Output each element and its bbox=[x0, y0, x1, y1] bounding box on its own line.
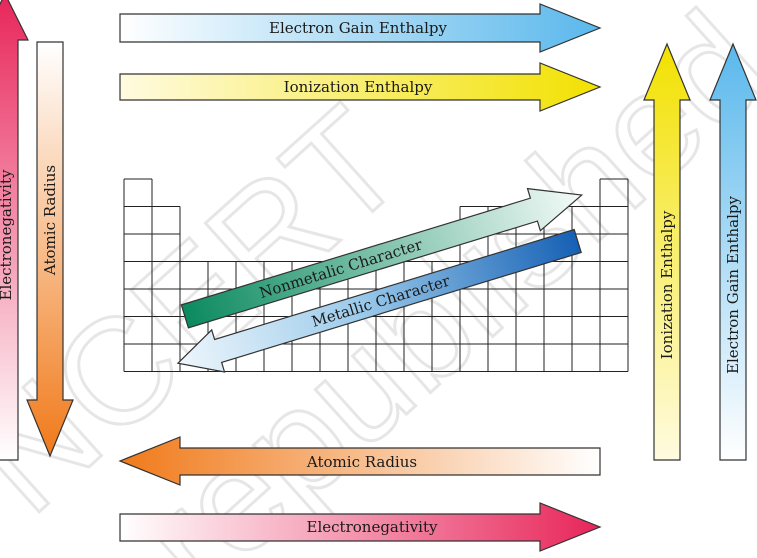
arrow-atomic-radius-bottom: Atomic Radius bbox=[118, 436, 601, 486]
label-electronegativity-bottom: Electronegativity bbox=[307, 518, 438, 536]
arrow-ionization-enthalpy-top: Ionization Enthalpy bbox=[119, 62, 602, 112]
label-ionization-enthalpy-top: Ionization Enthalpy bbox=[284, 78, 433, 96]
label-ionization-enthalpy-right: Ionization Enthalpy bbox=[658, 210, 676, 359]
label-atomic-radius-left: Atomic Radius bbox=[41, 165, 59, 276]
label-electronegativity-left: Electronegativity bbox=[0, 169, 15, 300]
arrow-electron-gain-enthalpy-right: Electron Gain Enthalpy bbox=[709, 42, 757, 461]
arrow-electronegativity-left: Electronegativity bbox=[0, 0, 29, 461]
arrow-electronegativity-bottom: Electronegativity bbox=[119, 502, 602, 552]
label-atomic-radius-bottom: Atomic Radius bbox=[306, 453, 417, 471]
arrow-atomic-radius-left: Atomic Radius bbox=[26, 41, 74, 458]
label-electron-gain-enthalpy-right: Electron Gain Enthalpy bbox=[724, 196, 742, 374]
arrow-electron-gain-enthalpy-top: Electron Gain Enthalpy bbox=[119, 3, 602, 53]
arrow-ionization-enthalpy-right: Ionization Enthalpy bbox=[643, 42, 691, 461]
label-electron-gain-enthalpy-top: Electron Gain Enthalpy bbox=[269, 19, 447, 37]
